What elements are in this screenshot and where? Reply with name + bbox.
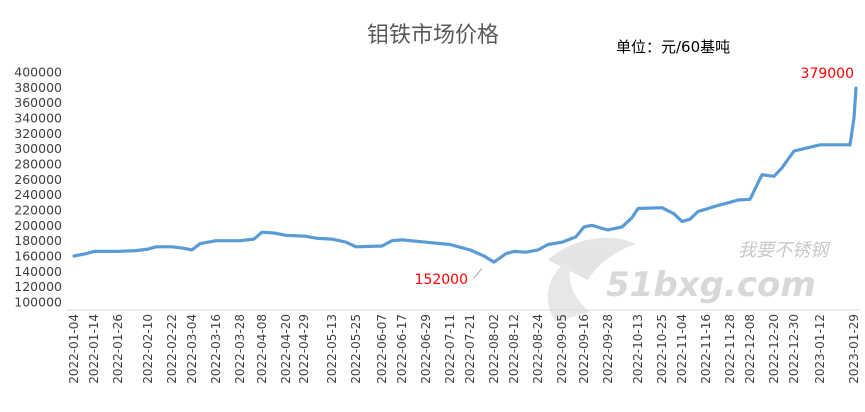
x-tick-label: 2022-03-16 <box>209 314 223 384</box>
x-tick-label: 2022-08-24 <box>531 314 545 384</box>
x-tick-label: 2022-03-28 <box>233 314 247 384</box>
unit-label: 单位：元/60基吨 <box>616 38 730 56</box>
x-tick-label: 2022-09-28 <box>601 314 615 384</box>
y-tick-label: 320000 <box>14 126 62 141</box>
x-tick-label: 2022-10-13 <box>631 314 645 384</box>
x-tick-label: 2022-02-10 <box>141 314 155 384</box>
y-tick-label: 180000 <box>14 233 62 248</box>
data-label-min: 152000 <box>415 272 468 288</box>
x-tick-label: 2022-11-16 <box>699 314 713 384</box>
x-tick-label: 2022-01-26 <box>111 314 125 384</box>
x-tick-label: 2022-03-04 <box>185 314 199 384</box>
x-tick-label: 2022-01-04 <box>67 314 81 384</box>
y-tick-label: 240000 <box>14 187 62 202</box>
x-tick-label: 2022-07-21 <box>463 314 477 384</box>
x-tick-label: 2023-01-12 <box>813 314 827 384</box>
y-tick-label: 100000 <box>14 295 62 310</box>
y-axis: 1000001200001400001600001800002000002200… <box>14 65 62 310</box>
data-label-leader <box>473 267 483 279</box>
y-tick-label: 300000 <box>14 141 62 156</box>
x-tick-label: 2022-05-13 <box>325 314 339 384</box>
x-tick-label: 2023-01-29 <box>847 314 861 384</box>
x-tick-label: 2022-08-12 <box>507 314 521 384</box>
x-tick-label: 2022-12-20 <box>767 314 781 384</box>
y-tick-label: 340000 <box>14 111 62 126</box>
y-tick-label: 280000 <box>14 157 62 172</box>
x-tick-label: 2022-09-16 <box>577 314 591 384</box>
x-tick-label: 2022-09-05 <box>555 314 569 384</box>
x-tick-label: 2022-07-11 <box>443 314 457 384</box>
x-tick-label: 2022-12-08 <box>743 314 757 384</box>
data-label-max: 379000 <box>801 66 854 82</box>
x-tick-label: 2022-12-30 <box>787 314 801 384</box>
y-tick-label: 380000 <box>14 80 62 95</box>
x-tick-label: 2022-01-14 <box>87 314 101 384</box>
x-tick-label: 2022-04-08 <box>255 314 269 384</box>
x-tick-label: 2022-06-17 <box>395 314 409 384</box>
y-tick-label: 200000 <box>14 218 62 233</box>
x-tick-label: 2022-05-25 <box>349 314 363 384</box>
y-tick-label: 120000 <box>14 279 62 294</box>
watermark: 我要不锈钢 51bxg.com <box>547 237 831 322</box>
x-axis: 2022-01-04 2022-01-14 2022-01-26 2022-02-10… <box>66 309 861 384</box>
x-tick-label: 2022-06-07 <box>375 314 389 384</box>
x-tick-label: 2022-10-25 <box>655 314 669 384</box>
x-tick-label: 2022-04-29 <box>297 314 311 384</box>
y-tick-label: 160000 <box>14 249 62 264</box>
x-tick-label: 2022-11-28 <box>723 314 737 384</box>
y-tick-label: 400000 <box>14 65 62 80</box>
x-tick-label: 2022-11-04 <box>675 314 689 384</box>
series-group <box>72 86 858 264</box>
watermark-logo-icon <box>547 237 636 322</box>
x-tick-label: 2022-02-22 <box>165 314 179 384</box>
x-tick-label: 2022-04-20 <box>279 314 293 384</box>
chart-title: 钼铁市场价格 <box>367 23 499 48</box>
y-tick-label: 260000 <box>14 172 62 187</box>
x-tick-label: 2022-08-02 <box>487 314 501 384</box>
x-tick-label: 2022-06-29 <box>419 314 433 384</box>
y-tick-label: 220000 <box>14 203 62 218</box>
watermark-brand-en: 51bxg.com <box>606 265 816 305</box>
y-tick-label: 360000 <box>14 95 62 110</box>
data-labels: 152000 379000 <box>415 66 854 288</box>
y-tick-label: 140000 <box>14 264 62 279</box>
watermark-brand-cn: 我要不锈钢 <box>738 240 831 261</box>
series-line <box>72 86 858 264</box>
